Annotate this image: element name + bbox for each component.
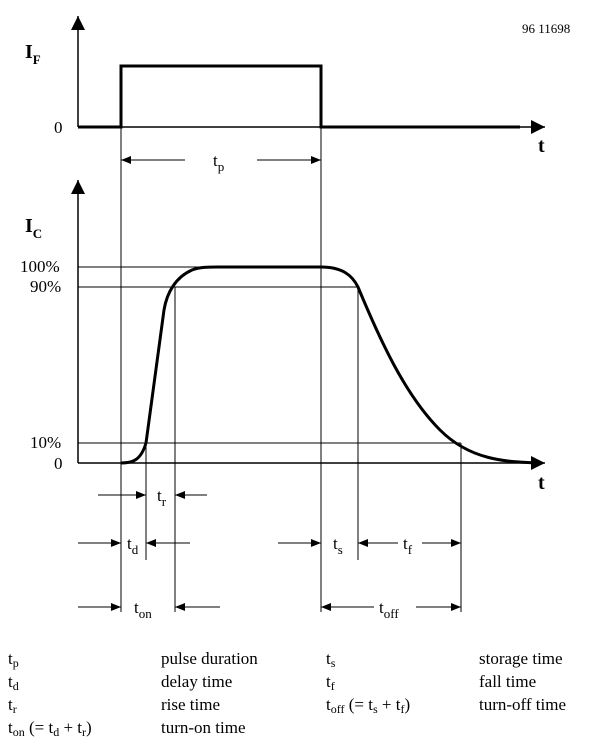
legend-symbol-ts: ts — [326, 649, 336, 670]
legend-desc-tf: fall time — [479, 672, 537, 691]
document-number: 96 11698 — [522, 21, 570, 36]
tp-label: tp — [213, 151, 224, 174]
tr-label: tr — [157, 486, 167, 509]
legend-desc-ton: turn-on time — [161, 718, 246, 737]
legend-desc-ts: storage time — [479, 649, 563, 668]
level-10-label: 10% — [30, 433, 61, 452]
legend-desc-td: delay time — [161, 672, 233, 691]
legend-symbol-toff: toff (= ts + tf) — [326, 695, 411, 716]
legend: tp pulse duration td delay time tr rise … — [0, 640, 595, 744]
legend-desc-tr: rise time — [161, 695, 221, 714]
legend-symbol-tr: tr — [8, 695, 17, 716]
toff-label: toff — [379, 598, 399, 621]
if-t-label: t — [538, 135, 545, 157]
if-axes: IF 0 t — [25, 16, 545, 157]
ton-label: ton — [134, 598, 152, 621]
ts-label: ts — [333, 534, 343, 557]
reference-lines — [120, 127, 462, 612]
if-axis-label: IF — [25, 41, 41, 67]
legend-symbol-td: td — [8, 672, 19, 693]
level-100-label: 100% — [20, 257, 60, 276]
ic-axes: IC 100% 90% 10% 0 t — [20, 180, 545, 494]
tp-dimension: tp — [121, 151, 321, 174]
legend-symbol-tf: tf — [326, 672, 335, 693]
level-lines — [78, 266, 461, 444]
if-zero-label: 0 — [54, 118, 63, 137]
legend-desc-toff: turn-off time — [479, 695, 567, 714]
td-label: td — [127, 534, 139, 557]
tf-label: tf — [403, 534, 413, 557]
level-90-label: 90% — [30, 277, 61, 296]
ic-response-waveform — [120, 265, 541, 465]
tr-dimension: tr — [98, 486, 207, 509]
ic-t-label: t — [538, 472, 545, 494]
if-pulse-waveform — [78, 64, 520, 129]
switching-timing-diagram: 96 11698 IF 0 t IC 100% 90% 10% 0 t — [20, 16, 570, 621]
ts-dimension: ts — [278, 534, 343, 557]
toff-dimension: toff — [321, 598, 461, 621]
legend-desc-tp: pulse duration — [161, 649, 258, 668]
tf-dimension: tf — [358, 534, 461, 557]
legend-symbol-ton: ton (= td + tr) — [8, 718, 92, 739]
ic-axis-label: IC — [25, 215, 42, 241]
ton-dimension: ton — [78, 598, 220, 621]
ic-zero-label: 0 — [54, 454, 63, 473]
legend-symbol-tp: tp — [8, 649, 19, 670]
td-dimension: td — [78, 534, 190, 557]
